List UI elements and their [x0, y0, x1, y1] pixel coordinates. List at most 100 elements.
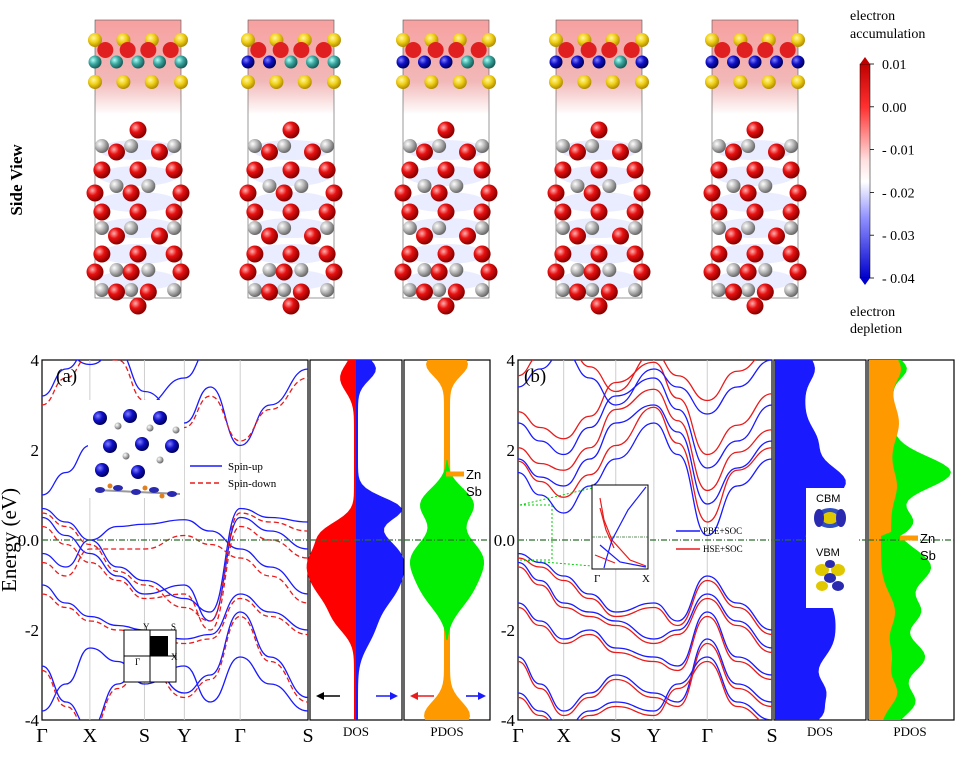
panel-a-label: (a): [56, 366, 77, 387]
panel-a-dos: DOS: [306, 359, 405, 739]
y-tick-label: -4: [501, 711, 516, 730]
dos-b-area: [775, 360, 846, 720]
o-atom: [746, 245, 764, 263]
y-tick-label: 0.0: [18, 531, 39, 550]
metal-atom: [741, 283, 756, 297]
sb-atom: [88, 33, 102, 47]
zn-atom: [439, 55, 453, 69]
sb-atom: [174, 33, 188, 47]
metal-atom: [432, 221, 447, 235]
metal-atom: [758, 263, 773, 277]
metal-atom: [475, 221, 490, 235]
x-tick-label: X: [83, 725, 98, 747]
metal-atom: [628, 283, 643, 297]
sb-atom: [733, 75, 748, 89]
o-atom: [246, 203, 264, 221]
surface-o-atom: [272, 42, 289, 58]
o-atom: [416, 143, 433, 161]
o-atom: [282, 121, 300, 139]
band-hse-soc: [518, 566, 772, 654]
metal-atom: [402, 283, 417, 297]
metal-atom: [711, 283, 726, 297]
cbm-label: CBM: [816, 493, 840, 505]
y-tick-label: 2: [507, 441, 516, 460]
surface-o-atom: [405, 42, 422, 58]
o-atom: [165, 161, 183, 179]
metal-atom: [277, 221, 292, 235]
cbm-vbm-inset: CBM VBM: [806, 488, 858, 608]
panel-b-dos-label: DOS: [807, 724, 833, 739]
panel-a-pdos-label: PDOS: [430, 724, 463, 739]
metal-atom: [124, 221, 139, 235]
o-atom: [394, 263, 412, 281]
o-atom: [554, 245, 572, 263]
metal-atom: [124, 139, 139, 153]
panel-a-band-lines: [42, 360, 308, 720]
o-atom: [129, 297, 147, 315]
legend-zn-a: Zn: [466, 467, 481, 482]
metal-atom: [94, 283, 109, 297]
zn-atom: [284, 55, 298, 69]
panel-b-pdos-legend: Zn Sb: [900, 531, 936, 563]
surface-o-atom: [714, 42, 731, 58]
metal-atom: [124, 283, 139, 297]
y-tick-label: -4: [25, 711, 40, 730]
metal-atom: [432, 283, 447, 297]
y-tick-label: 4: [31, 351, 40, 370]
metal-atom: [784, 139, 799, 153]
legend-sb-a: Sb: [466, 484, 482, 499]
sb-atom: [396, 75, 410, 89]
colorbar-bottom-label-1: electron: [850, 305, 895, 320]
metal-atom: [247, 139, 262, 153]
inset-atom: [142, 485, 148, 491]
o-atom: [547, 263, 565, 281]
sb-atom: [396, 33, 410, 47]
metal-atom: [555, 139, 570, 153]
metal-atom: [726, 263, 741, 277]
metal-atom: [167, 283, 182, 297]
legend-sb-b: Sb: [920, 548, 936, 563]
metal-atom: [758, 179, 773, 193]
o-atom: [590, 161, 608, 179]
o-atom: [473, 161, 491, 179]
o-atom: [626, 161, 644, 179]
band-hse-soc: [518, 388, 772, 492]
zn-atom: [153, 55, 166, 69]
band-hse-soc: [518, 360, 756, 402]
surface-o-atom: [580, 42, 597, 58]
o-atom: [703, 263, 721, 281]
sb-atom: [635, 75, 649, 89]
metal-atom: [585, 139, 600, 153]
panel-b-legend: PBE+SOC HSE+SOC: [676, 526, 743, 554]
o-atom: [569, 227, 586, 245]
o-atom: [746, 297, 764, 315]
zn-atom: [263, 55, 276, 69]
metal-atom: [711, 139, 726, 153]
legend-pbe: PBE+SOC: [703, 526, 742, 536]
o-atom: [612, 143, 629, 161]
surface-o-atom: [601, 42, 618, 58]
o-atom: [318, 245, 336, 263]
legend-hse: HSE+SOC: [703, 544, 743, 554]
sb-atom: [605, 75, 620, 89]
slab-panel: [394, 19, 498, 315]
sb-atom: [88, 75, 102, 89]
metal-atom: [784, 283, 799, 297]
metal-atom: [449, 263, 464, 277]
x-tick-label: S: [302, 725, 313, 747]
o-atom: [129, 161, 147, 179]
o-atom: [746, 121, 764, 139]
surface-o-atom: [623, 42, 640, 58]
o-atom: [304, 227, 321, 245]
metal-atom: [711, 221, 726, 235]
panel-b-label: (b): [524, 366, 546, 387]
metal-atom: [294, 179, 309, 193]
o-atom: [612, 227, 629, 245]
colorbar-tick-label: - 0.02: [882, 186, 915, 201]
zn-atom: [482, 55, 496, 69]
o-atom: [633, 263, 651, 281]
sb-atom: [705, 33, 719, 47]
surface-o-atom: [558, 42, 575, 58]
y-tick-label: 4: [507, 351, 516, 370]
